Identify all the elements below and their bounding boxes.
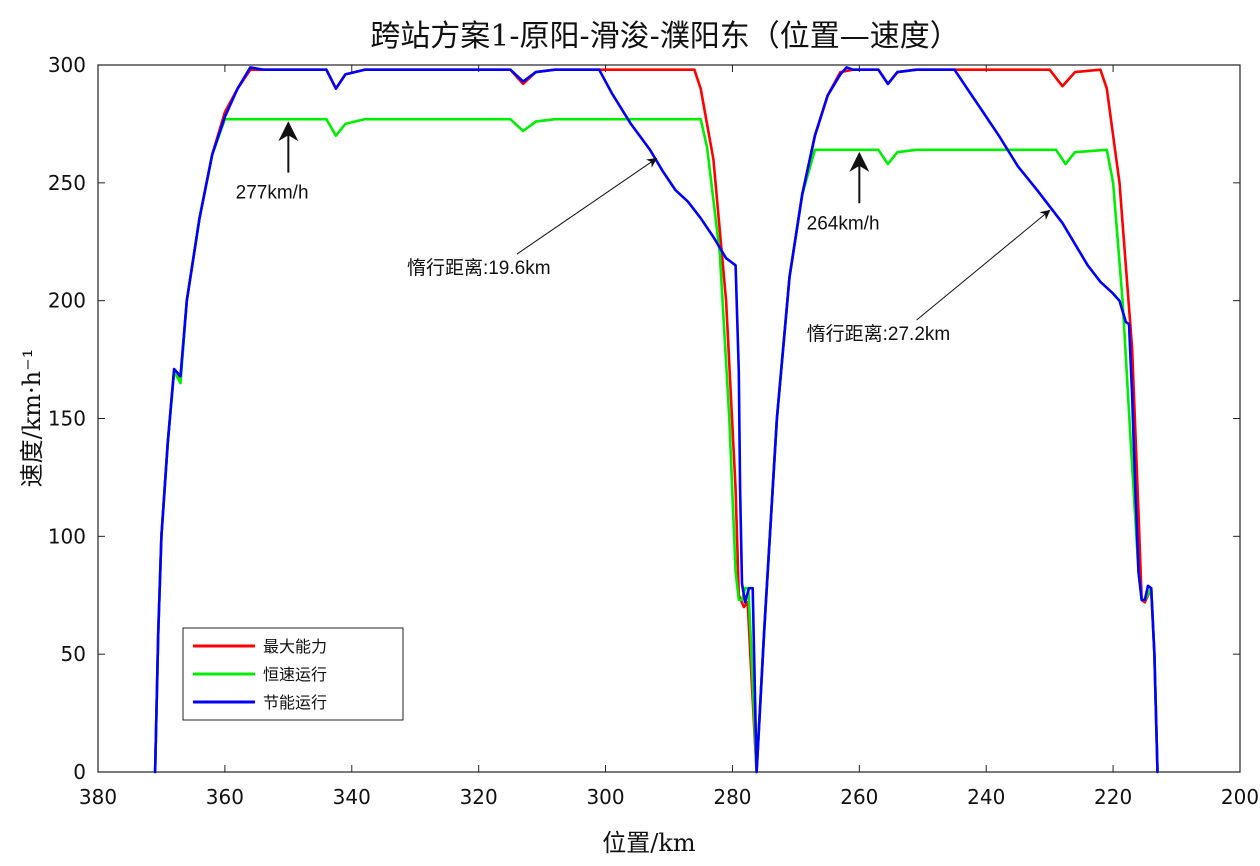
legend-label-2: 恒速运行 [263, 665, 327, 684]
y-tick-label: 100 [48, 524, 86, 548]
series-layer [153, 66, 1159, 774]
annotation-label-3: 264km/h [807, 213, 880, 234]
x-tick-label: 260 [840, 785, 878, 809]
x-tick-label: 360 [206, 785, 244, 809]
x-tick-label: 220 [1094, 785, 1132, 809]
x-tick-label: 340 [333, 785, 371, 809]
legend-label-1: 最大能力 [263, 637, 327, 656]
annotation-label-1: 277km/h [236, 183, 309, 204]
x-tick-label: 380 [79, 785, 117, 809]
x-tick-label: 320 [460, 785, 498, 809]
x-tick-label: 280 [713, 785, 751, 809]
axis-ticks: 380 360 340 320 300 280 260 240 220 200 0 50 100 150 2… [48, 53, 1259, 809]
series-line-3 [153, 66, 1159, 774]
annotation-label-4: 惰行距离:27.2km [807, 323, 951, 345]
annotation-arrow-2 [516, 157, 658, 255]
x-tick-label: 200 [1221, 785, 1259, 809]
y-tick-label: 200 [48, 289, 86, 313]
legend-label-3: 节能运行 [263, 693, 327, 712]
y-tick-label: 50 [61, 642, 86, 666]
x-axis-label: 位置/km [602, 829, 696, 857]
y-tick-label: 300 [48, 53, 86, 77]
y-tick-label: 250 [48, 171, 86, 195]
y-axis-label: 速度/km·h⁻¹ [18, 349, 46, 488]
chart-title: 跨站方案1-原阳-滑浚-濮阳东（位置—速度） [370, 19, 960, 54]
y-tick-label: 0 [73, 760, 86, 784]
x-tick-label: 240 [967, 785, 1005, 809]
y-tick-label: 150 [48, 407, 86, 431]
series-line-1 [153, 68, 1159, 774]
annotation-layer: 277km/h 惰行距离:19.6km 264km/h 惰行距离:27.2km [236, 121, 1051, 345]
annotation-label-2: 惰行距离:19.6km [407, 257, 551, 279]
x-tick-label: 300 [586, 785, 624, 809]
annotation-arrow-4 [916, 209, 1051, 321]
